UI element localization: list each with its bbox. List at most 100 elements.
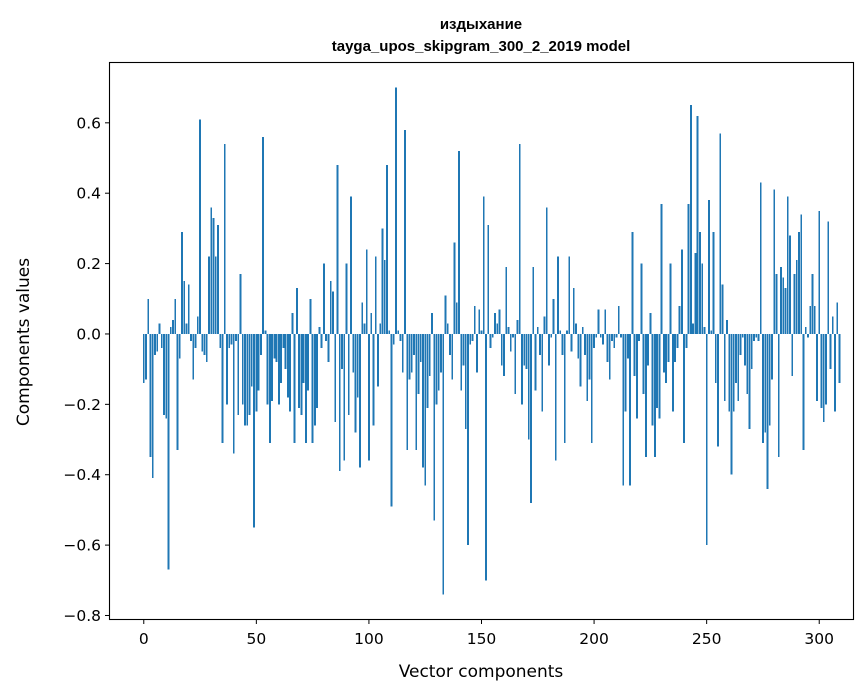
bar: [491, 333, 494, 338]
bar: [536, 326, 539, 334]
bar: [595, 333, 598, 338]
bar: [696, 115, 699, 334]
bar: [640, 263, 643, 334]
bar: [699, 231, 701, 334]
bar: [379, 323, 382, 334]
bar: [496, 323, 499, 334]
bar: [764, 333, 767, 433]
bar: [145, 333, 147, 380]
bar: [689, 105, 692, 334]
bar: [280, 333, 283, 384]
bar: [746, 333, 749, 394]
bar: [554, 333, 557, 461]
bar: [732, 333, 735, 412]
bar: [451, 333, 454, 380]
y-tick-label: −0.2: [63, 396, 101, 414]
bar: [809, 305, 812, 334]
bar: [836, 302, 839, 334]
bar: [622, 333, 625, 486]
bar: [359, 333, 361, 468]
bar: [449, 333, 451, 356]
bar: [741, 333, 744, 338]
bar: [356, 333, 359, 398]
bar: [341, 333, 343, 370]
bar: [284, 333, 287, 370]
bar: [237, 333, 240, 415]
bar: [714, 333, 717, 384]
bar: [313, 333, 316, 426]
bar: [199, 119, 201, 334]
bar: [446, 323, 449, 334]
bar: [235, 333, 237, 341]
bar: [676, 333, 679, 349]
bar: [755, 333, 758, 338]
bar: [791, 333, 794, 377]
bar: [789, 235, 791, 334]
bar: [653, 333, 656, 458]
bar: [377, 333, 379, 387]
bar: [401, 333, 404, 373]
bar: [744, 333, 746, 366]
bar: [541, 333, 544, 412]
bar: [176, 333, 179, 451]
bar: [584, 333, 586, 356]
bar: [217, 224, 219, 334]
bar: [149, 333, 152, 458]
bar: [212, 217, 215, 334]
bar: [154, 333, 156, 356]
bar: [226, 333, 228, 405]
bar: [334, 333, 337, 422]
bar: [602, 333, 604, 345]
bar: [647, 333, 650, 366]
bar: [417, 333, 420, 394]
bar: [811, 274, 814, 334]
bar: [656, 333, 659, 408]
x-axis-ticks: 0 50 100 150 200 250 300: [139, 619, 834, 648]
bar: [721, 284, 724, 334]
bar: [277, 333, 280, 405]
bar: [343, 333, 346, 461]
bar: [620, 333, 622, 338]
bar: [219, 333, 222, 349]
bar: [617, 305, 620, 334]
bar: [782, 277, 785, 334]
bar: [345, 263, 348, 334]
bar: [786, 196, 789, 334]
bar: [354, 333, 357, 433]
bar: [701, 263, 704, 334]
bar: [588, 333, 591, 380]
bar: [561, 333, 564, 356]
bar: [678, 305, 681, 334]
bar: [593, 333, 595, 349]
bar: [266, 333, 269, 405]
bar: [577, 333, 580, 359]
bar: [489, 333, 492, 349]
bar: [381, 228, 384, 334]
bar: [543, 316, 546, 334]
bar: [685, 333, 688, 349]
bar: [759, 182, 762, 334]
bar: [309, 298, 312, 334]
bar: [419, 333, 422, 363]
bar: [455, 302, 458, 334]
x-tick-label: 100: [354, 630, 384, 648]
bar: [705, 333, 708, 546]
bar: [795, 260, 798, 334]
bar: [374, 256, 377, 334]
bar: [156, 333, 159, 352]
bar: [813, 305, 816, 334]
bar: [316, 333, 319, 408]
bar: [570, 333, 573, 352]
bar: [190, 333, 192, 341]
bar: [680, 249, 683, 334]
x-tick-label: 250: [692, 630, 722, 648]
bar: [633, 333, 636, 377]
bar: [271, 333, 274, 401]
bar: [392, 333, 395, 345]
bar: [613, 333, 616, 349]
bar: [644, 333, 647, 458]
bar: [183, 281, 186, 334]
bar: [768, 333, 771, 426]
bar: [458, 150, 460, 334]
bar: [273, 333, 276, 359]
